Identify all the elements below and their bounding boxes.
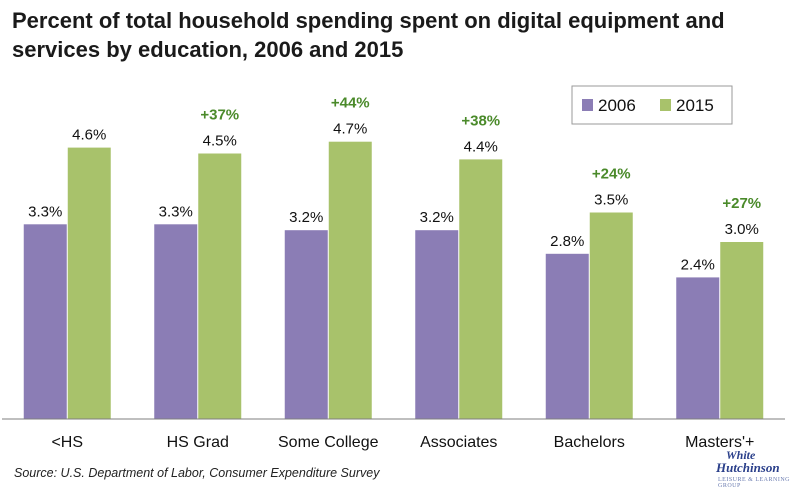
- data-label-2006-0: 3.3%: [28, 203, 62, 220]
- bar-chart: 3.3% 4.6% 3.3% 4.5% +37% 3.2% 4.7% +44% 3.2% 4.4%…: [2, 85, 785, 451]
- legend-label-2015: 2015: [676, 96, 714, 115]
- data-label-2015-5: 3.0%: [725, 221, 759, 238]
- legend-box: [571, 85, 733, 125]
- logo-line-1: White: [726, 448, 756, 462]
- bar-2015-1: [198, 153, 242, 419]
- x-tick-label-4: Bachelors: [554, 434, 625, 451]
- data-label-2015-2: 4.7%: [333, 121, 367, 138]
- bar-2006-2: [284, 230, 328, 419]
- bar-2015-4: [589, 212, 633, 419]
- data-label-2006-2: 3.2%: [289, 209, 323, 226]
- logo-line-3: LEISURE & LEARNING GROUP: [718, 477, 790, 489]
- legend: 2006 2015: [571, 85, 733, 125]
- bar-2015-3: [459, 159, 503, 419]
- growth-annotation-1: +37%: [200, 107, 239, 124]
- legend-swatch-2006: [582, 99, 593, 111]
- data-label-2006-3: 3.2%: [420, 209, 454, 226]
- bar-2015-5: [720, 242, 764, 419]
- bar-2006-4: [545, 253, 589, 419]
- bar-2006-5: [676, 277, 720, 419]
- bar-2006-0: [23, 224, 67, 419]
- growth-annotation-3: +38%: [461, 112, 500, 129]
- company-logo: White Hutchinson LEISURE & LEARNING GROU…: [700, 448, 792, 490]
- bar-2006-3: [415, 230, 459, 419]
- x-tick-label-0: <HS: [51, 434, 83, 451]
- data-label-2006-1: 3.3%: [159, 203, 193, 220]
- growth-annotation-2: +44%: [331, 95, 370, 112]
- growth-annotation-4: +24%: [592, 166, 631, 183]
- data-label-2015-0: 4.6%: [72, 127, 106, 144]
- x-tick-label-1: HS Grad: [167, 434, 229, 451]
- x-tick-label-3: Associates: [420, 434, 497, 451]
- bar-2015-2: [328, 141, 372, 419]
- bars-group: 3.3% 4.6% 3.3% 4.5% +37% 3.2% 4.7% +44% 3.2% 4.4%…: [23, 95, 764, 419]
- data-label-2015-1: 4.5%: [203, 133, 237, 150]
- x-tick-label-5: Masters'+: [685, 434, 754, 451]
- data-label-2006-4: 2.8%: [550, 233, 584, 250]
- data-label-2015-3: 4.4%: [464, 138, 498, 155]
- data-label-2006-5: 2.4%: [681, 256, 715, 273]
- growth-annotation-5: +27%: [722, 195, 761, 212]
- x-tick-labels: <HS HS Grad Some College Associates Bachelor…: [51, 434, 754, 451]
- logo-line-2: Hutchinson: [716, 460, 780, 475]
- x-tick-label-2: Some College: [278, 434, 379, 451]
- legend-swatch-2015: [660, 99, 671, 111]
- source-note: Source: U.S. Department of Labor, Consum…: [14, 466, 380, 480]
- bar-2006-1: [154, 224, 198, 419]
- data-label-2015-4: 3.5%: [594, 192, 628, 209]
- bar-2015-0: [67, 147, 111, 419]
- legend-label-2006: 2006: [598, 96, 636, 115]
- chart-title: Percent of total household spending spen…: [12, 8, 725, 62]
